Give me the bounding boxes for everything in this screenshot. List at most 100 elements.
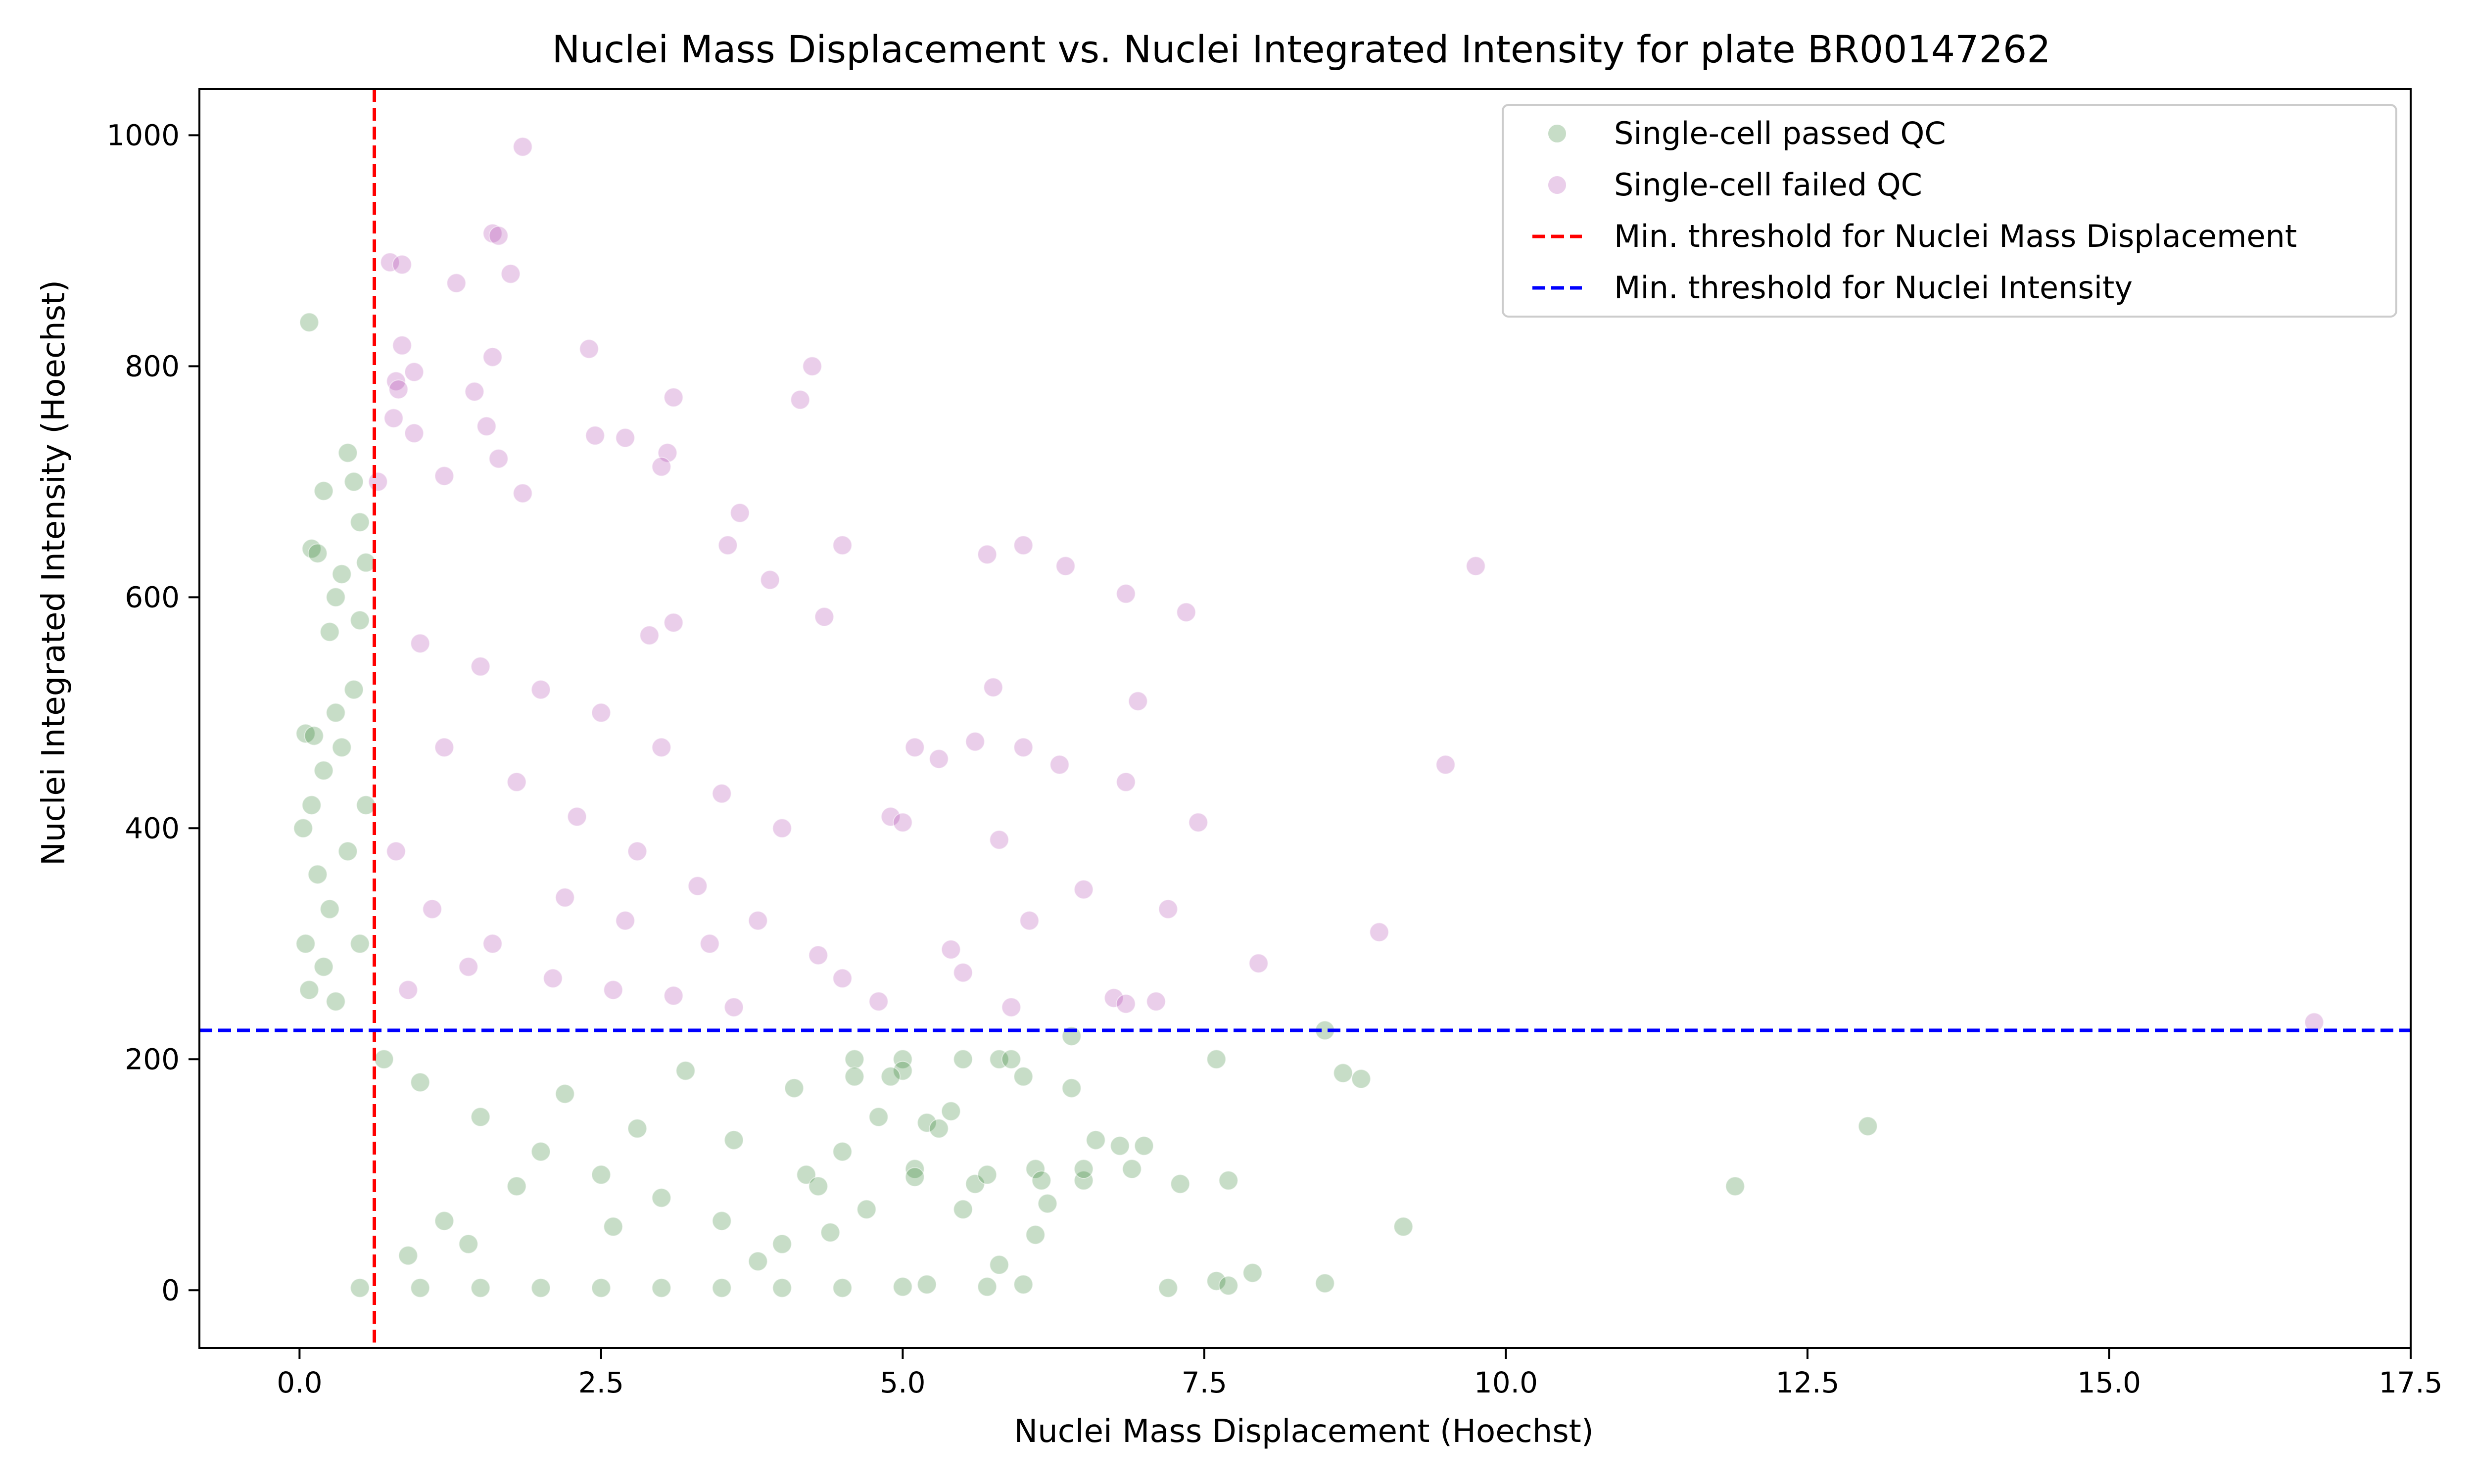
scatter-point — [712, 1278, 732, 1298]
x-tick-label: 15.0 — [2077, 1366, 2141, 1399]
scatter-point — [307, 543, 328, 563]
scatter-point — [410, 1278, 430, 1298]
y-tick-label: 0 — [161, 1273, 180, 1307]
scatter-point — [651, 737, 671, 757]
scatter-point — [904, 1159, 925, 1179]
scatter-point — [893, 1061, 913, 1081]
scatter-point — [603, 980, 623, 1000]
scatter-point — [464, 381, 484, 402]
legend-marker — [1547, 175, 1567, 195]
scatter-point — [977, 544, 998, 564]
scatter-point — [1025, 1225, 1046, 1245]
scatter-point — [717, 535, 738, 556]
scatter-point — [458, 957, 478, 977]
scatter-point — [1333, 1063, 1353, 1083]
scatter-point — [639, 625, 660, 646]
scatter-point — [1001, 1049, 1021, 1069]
scatter-point — [1857, 1116, 1878, 1136]
scatter-point — [1061, 1078, 1082, 1098]
chart-title: Nuclei Mass Displacement vs. Nuclei Inte… — [552, 27, 2050, 71]
scatter-point — [965, 732, 985, 752]
scatter-point — [1176, 602, 1196, 622]
series-passed-qc — [293, 312, 1878, 1298]
scatter-point — [1369, 922, 1389, 942]
scatter-point — [712, 1211, 732, 1231]
scatter-point — [687, 876, 708, 896]
scatter-point — [904, 737, 925, 757]
scatter-point — [1031, 1170, 1051, 1191]
scatter-point — [458, 1234, 478, 1254]
scatter-point — [953, 1049, 973, 1069]
scatter-point — [820, 1222, 841, 1243]
scatter-point — [953, 1199, 973, 1219]
scatter-point — [868, 1107, 889, 1127]
scatter-point — [748, 911, 768, 931]
scatter-point — [832, 968, 853, 988]
scatter-point — [471, 1107, 491, 1127]
scatter-point — [1013, 737, 1034, 757]
scatter-point — [1025, 1159, 1046, 1179]
scatter-point — [531, 1142, 551, 1162]
scatter-point — [567, 807, 587, 827]
scatter-point — [941, 1101, 961, 1121]
scatter-point — [386, 371, 406, 391]
scatter-point — [326, 587, 346, 607]
scatter-point — [712, 784, 732, 804]
y-tick-label: 600 — [125, 580, 180, 614]
scatter-point — [651, 457, 671, 477]
scatter-point — [796, 1164, 816, 1185]
scatter-point — [356, 795, 376, 815]
scatter-point — [422, 899, 442, 919]
x-tick-label: 5.0 — [880, 1366, 925, 1399]
scatter-point — [929, 1118, 949, 1139]
scatter-point — [1248, 953, 1269, 974]
x-tick-label: 2.5 — [578, 1366, 624, 1399]
scatter-point — [1158, 899, 1178, 919]
axes-frame — [198, 88, 2412, 1349]
legend-marker — [1547, 124, 1567, 143]
y-tick-label: 200 — [125, 1042, 180, 1076]
scatter-point — [1146, 991, 1166, 1012]
scatter-point — [350, 1278, 370, 1298]
scatter-point — [488, 226, 509, 246]
scatter-point — [1038, 1194, 1057, 1214]
scatter-point — [1242, 1263, 1263, 1283]
scatter-point — [989, 830, 1009, 850]
scatter-point — [844, 1067, 864, 1087]
legend: Single-cell passed QC Single-cell failed … — [1502, 104, 2397, 318]
scatter-point — [1074, 880, 1094, 900]
scatter-point — [332, 737, 352, 757]
scatter-point — [531, 1278, 551, 1298]
scatter-point — [488, 449, 509, 469]
scatter-point — [555, 887, 575, 908]
scatter-point — [868, 991, 889, 1012]
scatter-point — [651, 1278, 671, 1298]
scatter-point — [1116, 584, 1136, 604]
scatter-point — [603, 1216, 623, 1237]
scatter-point — [471, 1278, 491, 1298]
scatter-point — [1725, 1176, 1745, 1197]
scatter-point — [410, 633, 430, 653]
scatter-point — [344, 680, 364, 700]
scatter-point — [814, 607, 834, 627]
scatter-point — [591, 1164, 611, 1185]
scatter-point — [1218, 1275, 1238, 1296]
scatter-point — [350, 610, 370, 630]
series-failed-qc — [368, 137, 2324, 1032]
scatter-point — [507, 772, 527, 792]
scatter-point — [724, 1130, 744, 1150]
scatter-point — [326, 991, 346, 1012]
x-tick-label: 12.5 — [1775, 1366, 1839, 1399]
scatter-point — [832, 535, 853, 556]
scatter-point — [585, 425, 605, 446]
scatter-point — [784, 1078, 804, 1098]
scatter-point — [337, 841, 358, 861]
scatter-point — [476, 416, 497, 436]
scatter-point — [615, 911, 635, 931]
scatter-point — [808, 945, 828, 966]
scatter-point — [386, 841, 406, 861]
scatter-point — [664, 612, 684, 633]
scatter-point — [434, 737, 454, 757]
scatter-point — [700, 933, 720, 954]
